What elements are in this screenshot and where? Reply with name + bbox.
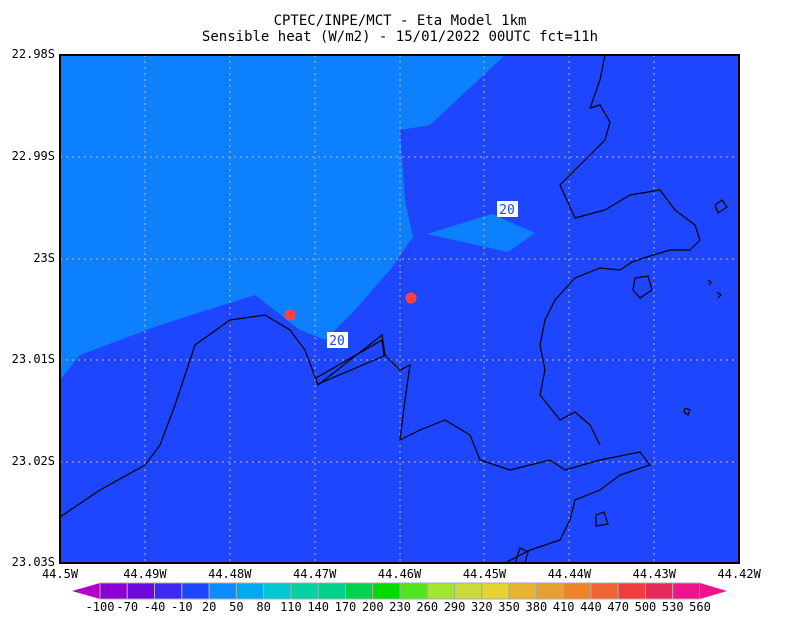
colorbar-label: 80 xyxy=(256,600,271,614)
colorbar-swatch xyxy=(590,582,619,600)
x-axis-label: 44.44W xyxy=(547,567,592,581)
colorbar-swatch xyxy=(508,582,537,600)
x-axis-label: 44.48W xyxy=(208,567,252,581)
coastline xyxy=(59,54,728,564)
colorbar-label: 440 xyxy=(580,600,602,614)
marker-point xyxy=(405,292,417,304)
colorbar-swatch xyxy=(617,582,646,600)
colorbar-label: -40 xyxy=(143,600,166,614)
colorbar-label: 170 xyxy=(334,600,357,614)
colorbar-swatch xyxy=(317,582,346,600)
x-axis-label: 44.42W xyxy=(717,567,761,581)
x-axis-label: 44.5W xyxy=(41,567,79,581)
colorbar-swatch xyxy=(535,582,565,600)
colorbar-swatch xyxy=(372,582,401,600)
colorbar-label: 380 xyxy=(525,600,548,614)
colorbar-swatch xyxy=(344,582,374,600)
y-axis-label: 22.99S xyxy=(11,149,55,163)
colorbar-swatch xyxy=(126,582,156,600)
colorbar-swatch xyxy=(481,582,510,600)
colorbar-swatch xyxy=(181,582,210,600)
y-axis-label: 23.03S xyxy=(11,555,55,569)
colorbar-swatch xyxy=(208,582,237,600)
y-axis-label: 23S xyxy=(33,251,55,265)
colorbar-swatch xyxy=(672,582,701,600)
x-axis-label: 44.46W xyxy=(377,567,422,581)
colorbar-swatch xyxy=(426,582,456,600)
y-axis-label: 23.02S xyxy=(11,454,55,468)
colorbar-swatch xyxy=(399,582,428,600)
colorbar-label: 260 xyxy=(416,600,439,614)
y-axis-label: 23.01S xyxy=(11,352,55,366)
colorbar-label: 560 xyxy=(689,600,711,614)
x-axis-label: 44.43W xyxy=(632,567,676,581)
colorbar-label: 140 xyxy=(307,600,330,614)
colorbar-label: 410 xyxy=(552,600,575,614)
colorbar xyxy=(72,582,727,600)
colorbar-swatch xyxy=(99,582,128,600)
x-axis-label: 44.47W xyxy=(293,567,337,581)
contour-label-box xyxy=(327,332,348,348)
colorbar-label: -100 xyxy=(85,600,115,614)
colorbar-label: 50 xyxy=(229,600,244,614)
colorbar-label: 110 xyxy=(280,600,302,614)
contour-label-box xyxy=(497,201,518,217)
colorbar-swatch xyxy=(154,582,183,600)
title-line2: Sensible heat (W/m2) - 15/01/2022 00UTC … xyxy=(201,29,599,45)
field-high-patch xyxy=(427,214,535,252)
colorbar-label: 290 xyxy=(443,600,466,614)
colorbar-label: -10 xyxy=(170,600,193,614)
y-axis-label: 22.98S xyxy=(11,47,55,61)
title-line1: CPTEC/INPE/MCT - Eta Model 1km xyxy=(273,13,527,29)
colorbar-label: 230 xyxy=(389,600,411,614)
colorbar-label: 320 xyxy=(470,600,493,614)
colorbar-label: 200 xyxy=(361,600,384,614)
colorbar-swatch xyxy=(644,582,674,600)
colorbar-label: 470 xyxy=(607,600,630,614)
colorbar-label: 530 xyxy=(661,600,684,614)
colorbar-swatch xyxy=(454,582,483,600)
contour-label: 20 xyxy=(329,334,345,349)
colorbar-over-triangle xyxy=(700,583,727,599)
colorbar-swatch xyxy=(563,582,592,600)
gridlines xyxy=(60,55,739,563)
colorbar-swatch xyxy=(290,582,319,600)
contour-label: 20 xyxy=(499,203,515,218)
plot-frame xyxy=(59,54,740,564)
x-axis-label: 44.45W xyxy=(462,567,507,581)
colorbar-swatch xyxy=(263,582,292,600)
colorbar-label: -70 xyxy=(116,600,139,614)
colorbar-under-triangle xyxy=(72,583,100,599)
x-axis-label: 44.49W xyxy=(123,567,167,581)
colorbar-swatch xyxy=(235,582,265,600)
colorbar-label: 20 xyxy=(201,600,217,614)
colorbar-label: 350 xyxy=(498,600,520,614)
colorbar-label: 500 xyxy=(634,600,657,614)
marker-point xyxy=(284,309,296,321)
field-high-region xyxy=(60,55,505,380)
